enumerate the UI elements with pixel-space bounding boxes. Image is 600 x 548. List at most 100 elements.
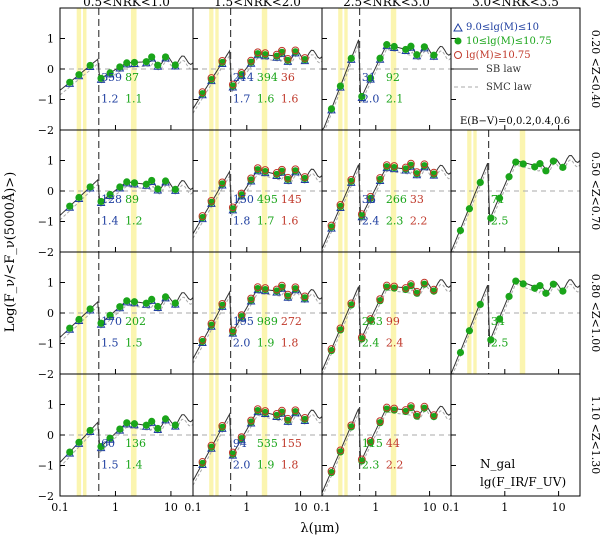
point-red-r3c2-7: [390, 404, 399, 413]
point-green-r1c3-5: [505, 173, 513, 181]
point-green-r3c0-11: [161, 415, 170, 423]
smc-model-r2c1: [192, 292, 323, 364]
point-green-r0c0-7: [130, 58, 139, 67]
point-red-r1c1-1: [207, 196, 216, 205]
y-tick-label-r1c0-0: −2: [38, 246, 54, 259]
n-gal-label-r0c1-0: 214: [233, 71, 254, 84]
point-green-r2c0-1: [75, 315, 83, 324]
point-red-r0c1-5: [247, 56, 255, 65]
n-gal-label-r2c0-0: 170: [101, 315, 122, 328]
point-green-r2c3-0: [456, 348, 465, 357]
filter-band-r1c0-1: [83, 130, 87, 252]
point-red-r2c1-1: [207, 319, 216, 328]
point-red-r3c2-12: [429, 411, 438, 420]
smc-model-r3c1: [192, 414, 323, 486]
point-green-r0c0-0: [66, 78, 74, 86]
ratio-label-r2c0-1: 1.5: [125, 337, 143, 350]
point-green-r3c0-5: [116, 425, 124, 433]
point-red-r2c1-9: [278, 281, 286, 290]
y-tick-label-r2c0-1: −1: [38, 338, 54, 351]
point-red-r2c1-11: [291, 283, 300, 292]
point-red-r0c1-9: [278, 46, 286, 55]
row-title-0: 0.20 <Z<0.40: [589, 30, 600, 109]
n-gal-label-r0c2-1: 92: [386, 71, 400, 84]
n-gal-label-r1c2-0: 36: [362, 193, 376, 206]
ratio-label-r0c1-1: 1.6: [257, 93, 275, 106]
point-red-r2c2-3: [357, 333, 366, 342]
ratio-label-r2c1-2: 1.8: [281, 337, 299, 350]
point-green-r0c0-1: [75, 71, 83, 79]
x-tick-label-r3c3-0: 0.1: [442, 501, 460, 514]
point-green-r0c2-0: [327, 105, 336, 113]
point-green-r0c2-7: [390, 42, 398, 51]
point-green-r1c0-2: [86, 183, 94, 191]
col-title-0: 0.5<NRK<1.0: [83, 0, 170, 9]
y-tick-label-r1c0-3: 1: [47, 155, 54, 168]
point-red-r2c1-0: [198, 336, 207, 344]
point-green-r1c0-12: [171, 185, 179, 194]
point-red-r3c2-10: [412, 410, 421, 419]
point-red-r1c2-5: [376, 174, 384, 182]
point-green-r1c0-6: [123, 178, 131, 186]
point-green-r0c2-12: [430, 51, 438, 59]
point-green-r3c0-2: [86, 426, 94, 435]
y-tick-label-r2c0-0: −2: [38, 368, 54, 381]
n-gal-label-r0c0-0: 359: [101, 71, 122, 84]
y-tick-label-r0c0-1: −1: [38, 94, 54, 107]
point-green-r1c0-10: [154, 185, 162, 193]
point-red-r3c2-8: [401, 406, 410, 414]
point-red-r0c1-0: [198, 88, 207, 97]
n-gal-label-r1c1-1: 495: [257, 193, 278, 206]
ratio-label-r0c2-1: 2.1: [386, 93, 404, 106]
point-green-r3c0-10: [154, 424, 162, 433]
x-axis-label: λ(μm): [300, 521, 339, 536]
point-red-r0c1-11: [291, 46, 300, 55]
n-gal-label-r2c0-1: 202: [125, 315, 146, 328]
point-red-r2c1-8: [272, 285, 281, 294]
point-green-r2c0-4: [106, 311, 114, 319]
point-green-r1c0-11: [161, 177, 170, 185]
y-axis-label: Log(F_ν/<F_ν(5000Å)>): [2, 172, 18, 333]
point-red-r2c1-5: [247, 294, 255, 303]
x-tick-label-r3c0-0: 0.1: [51, 501, 69, 514]
point-red-r1c2-11: [420, 160, 429, 169]
filter-band-r1c3-2: [519, 130, 526, 252]
point-red-r3c1-3: [228, 448, 237, 457]
row-title-3: 1.10 <Z<1.30: [589, 396, 600, 475]
point-red-r2c2-12: [429, 285, 438, 294]
point-red-r1c2-6: [382, 161, 391, 170]
filter-band-r3c0-1: [83, 374, 87, 496]
y-tick-label-r2c0-3: 1: [47, 277, 54, 290]
point-green-r1c3-11: [549, 157, 557, 165]
n-gal-label-r2c3-0: 34: [491, 315, 505, 328]
point-red-r2c1-10: [283, 290, 292, 299]
ratio-label-r1c1-0: 1.8: [233, 215, 251, 228]
smc-model-r0c0: [59, 59, 194, 96]
ratio-label-r2c1-1: 1.9: [257, 337, 275, 350]
point-green-r0c0-8: [142, 58, 150, 66]
legend-label-3: SB law: [486, 64, 522, 75]
ratio-label-r2c1-0: 2.0: [233, 337, 251, 350]
ratio-label-r3c1-0: 2.0: [233, 459, 251, 472]
point-red-r3c2-3: [357, 455, 366, 464]
point-green-r2c3-2: [476, 300, 484, 309]
point-green-r2c0-11: [161, 293, 170, 301]
point-green-r2c3-11: [549, 280, 557, 288]
y-tick-label-r1c0-1: −1: [38, 216, 54, 229]
x-tick-label-r3c1-0: 0.1: [184, 501, 202, 514]
point-red-r1c1-3: [228, 203, 237, 212]
filter-band-r1c1-2: [261, 130, 268, 252]
point-red-r3c1-9: [278, 406, 286, 415]
filter-band-r2c1-1: [215, 252, 219, 374]
filter-band-r1c1-1: [215, 130, 219, 252]
x-tick-label-r3c3-2: 10: [552, 501, 566, 514]
point-red-r1c1-0: [198, 212, 207, 220]
col-title-1: 1.5<NRK<2.0: [214, 0, 301, 9]
point-green-r2c3-5: [505, 292, 513, 301]
point-green-r1c3-6: [512, 158, 520, 166]
point-red-r3c1-4: [237, 433, 246, 442]
point-green-r0c2-4: [366, 74, 375, 82]
point-green-r2c3-1: [465, 327, 474, 335]
point-red-r1c2-4: [366, 192, 375, 201]
